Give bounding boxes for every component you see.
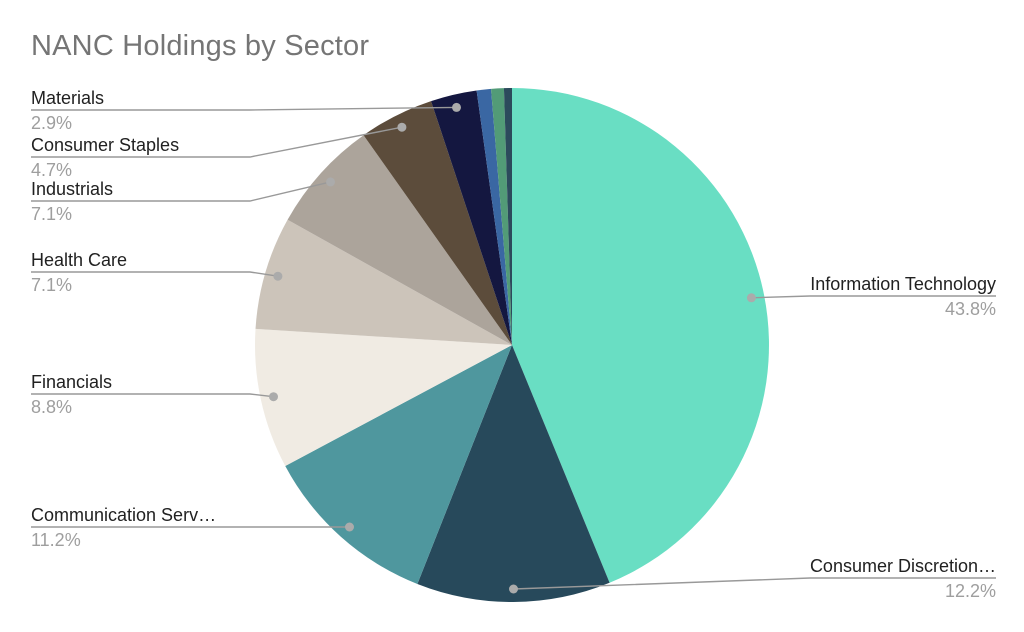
leader-dot-financials — [269, 392, 278, 402]
slice-pct-materials: 2.9% — [31, 113, 73, 133]
leader-line-consumer-discretion — [513, 577, 996, 590]
leader-line-information-technology — [751, 295, 996, 299]
slice-pct-communication-serv: 11.2% — [31, 530, 81, 550]
pie-slice-financials[interactable] — [255, 328, 512, 466]
leader-dot-information-technology — [746, 293, 756, 303]
slice-label-communication-serv: Communication Serv… — [31, 505, 217, 525]
slice-label-consumer-discretion: Consumer Discretion… — [809, 556, 996, 576]
pie-slice-consumer-discretion[interactable] — [417, 345, 610, 602]
pie-slice-communication-serv[interactable] — [285, 345, 512, 584]
leader-dot-materials — [452, 102, 461, 112]
leader-dot-consumer-discretion — [509, 584, 518, 594]
pie-slice-small-10[interactable] — [503, 88, 512, 345]
pie-slice-small-9[interactable] — [491, 88, 512, 345]
leader-dot-health-care — [273, 271, 283, 281]
slice-pct-consumer-staples: 4.7% — [31, 160, 73, 180]
slice-label-consumer-staples: Consumer Staples — [31, 135, 180, 155]
slice-label-health-care: Health Care — [31, 250, 128, 270]
slice-pct-financials: 8.8% — [31, 397, 73, 417]
leader-line-industrials — [31, 181, 331, 202]
pie-slice-health-care[interactable] — [255, 219, 512, 345]
leader-dot-consumer-staples — [397, 122, 407, 132]
leader-line-materials — [31, 106, 457, 111]
slice-pct-health-care: 7.1% — [31, 275, 73, 295]
pie-slice-consumer-staples[interactable] — [363, 101, 512, 345]
slice-pct-consumer-discretion: 12.2% — [944, 581, 996, 601]
slice-label-information-technology: Information Technology — [810, 274, 996, 294]
pie-slice-materials[interactable] — [431, 90, 512, 345]
slice-pct-information-technology: 43.8% — [944, 299, 996, 319]
chart-title: NANC Holdings by Sector — [31, 30, 370, 62]
slice-label-financials: Financials — [31, 372, 113, 392]
leader-dot-industrials — [326, 177, 335, 187]
slice-label-materials: Materials — [31, 88, 105, 108]
leader-line-financials — [31, 393, 274, 398]
leader-line-consumer-staples — [31, 126, 403, 158]
slice-label-industrials: Industrials — [31, 179, 114, 199]
pie-slice-industrials[interactable] — [287, 135, 512, 345]
pie-slice-small-8[interactable] — [476, 88, 512, 346]
leader-line-health-care — [31, 271, 279, 277]
leader-dot-communication-serv — [345, 522, 354, 532]
pie-slice-information-technology[interactable] — [512, 88, 769, 583]
slice-pct-industrials: 7.1% — [31, 204, 73, 224]
